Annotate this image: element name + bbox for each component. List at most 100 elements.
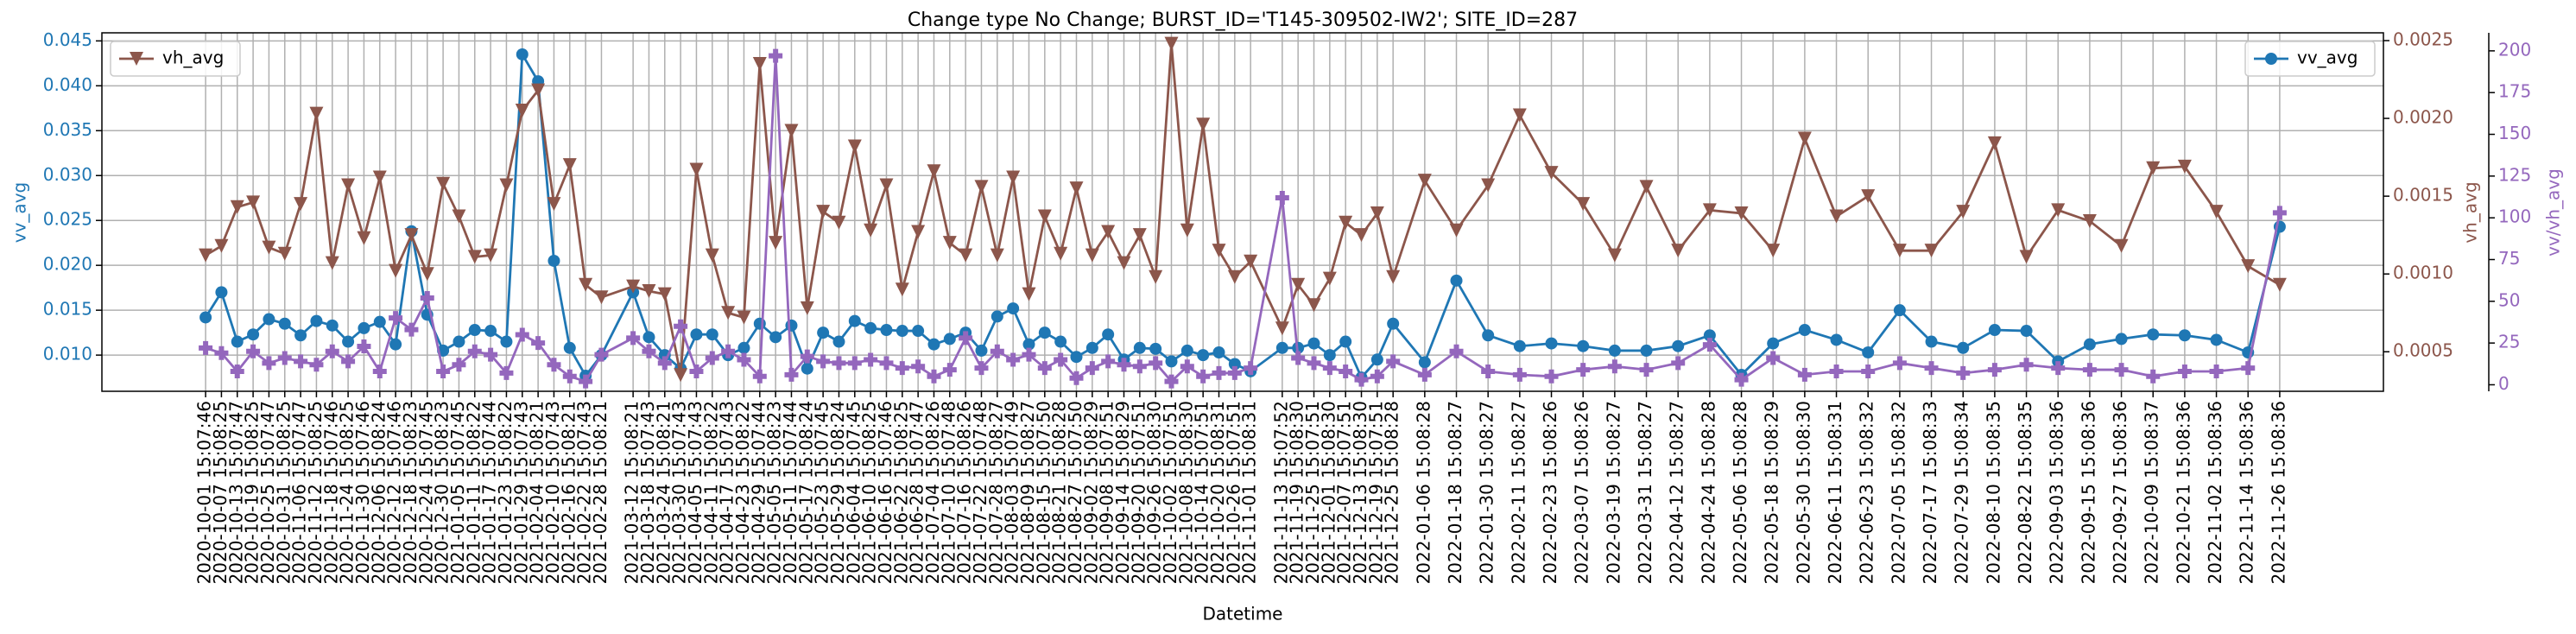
point bbox=[1370, 206, 1384, 220]
x-tick-label: 2021-10-02 15:07:51 bbox=[1160, 401, 1180, 584]
y2-tick-label: 0.0025 bbox=[2393, 29, 2453, 50]
point bbox=[1607, 248, 1622, 263]
x-tick-label: 2020-12-24 15:07:45 bbox=[415, 401, 436, 584]
x-tick-label: 2020-11-12 15:08:25 bbox=[305, 401, 326, 584]
legend-label: vh_avg bbox=[162, 48, 224, 68]
point bbox=[1133, 341, 1146, 354]
point bbox=[1180, 359, 1194, 374]
x-tick-label: 2021-01-17 15:07:44 bbox=[479, 401, 500, 584]
point bbox=[579, 374, 593, 389]
point bbox=[1798, 324, 1811, 337]
point bbox=[547, 254, 560, 267]
x-tick-label: 2021-04-05 15:07:43 bbox=[685, 401, 706, 584]
x-tick-label: 2021-12-07 15:07:51 bbox=[1334, 401, 1355, 584]
x-tick-label: 2021-12-01 15:08:30 bbox=[1318, 401, 1339, 584]
x-tick-label: 2021-05-23 15:07:45 bbox=[812, 401, 832, 584]
point bbox=[1227, 365, 1242, 380]
point bbox=[452, 209, 466, 224]
point bbox=[1893, 304, 1906, 317]
point bbox=[657, 356, 672, 371]
point bbox=[1149, 342, 1162, 355]
x-tick-label: 2020-10-01 15:07:46 bbox=[194, 401, 215, 584]
legend: vh_avg bbox=[110, 41, 241, 77]
point bbox=[974, 180, 989, 194]
point bbox=[626, 331, 641, 346]
x-tick-label: 2021-04-29 15:07:44 bbox=[748, 401, 769, 584]
point bbox=[1577, 339, 1590, 352]
point bbox=[1544, 369, 1559, 384]
point bbox=[1054, 335, 1067, 348]
point bbox=[1132, 228, 1147, 243]
x-tick-label: 2021-07-28 15:08:27 bbox=[985, 401, 1006, 584]
x-tick-label: 2022-08-10 15:08:35 bbox=[1983, 401, 2003, 584]
x-tick-label: 2021-01-29 15:07:43 bbox=[510, 401, 531, 584]
x-tick-label: 2021-09-02 15:08:29 bbox=[1080, 401, 1101, 584]
point bbox=[1085, 341, 1098, 354]
point bbox=[579, 277, 593, 292]
point bbox=[657, 287, 672, 301]
point bbox=[309, 106, 324, 121]
x-tick-label: 2021-04-23 15:08:22 bbox=[732, 401, 753, 584]
point bbox=[975, 344, 988, 357]
point bbox=[1322, 361, 1337, 376]
point bbox=[848, 314, 861, 327]
point bbox=[1022, 338, 1035, 351]
y3-tick-label: 125 bbox=[2498, 164, 2531, 185]
y3-tick-label: 150 bbox=[2498, 123, 2531, 143]
point bbox=[325, 256, 339, 270]
x-tick-label: 2021-03-12 15:08:21 bbox=[622, 401, 642, 584]
point bbox=[1797, 367, 1812, 382]
x-tick-label: 2021-04-11 15:08:22 bbox=[700, 401, 721, 584]
point bbox=[214, 346, 229, 360]
point bbox=[1956, 205, 1971, 219]
point bbox=[484, 347, 498, 362]
point bbox=[1022, 287, 1036, 301]
point bbox=[1339, 364, 1353, 378]
point bbox=[626, 279, 641, 294]
x-tick-label: 2022-07-05 15:08:32 bbox=[1888, 401, 1908, 584]
point bbox=[769, 48, 783, 63]
point bbox=[832, 356, 846, 371]
point bbox=[1054, 246, 1068, 261]
point bbox=[1417, 174, 1432, 188]
point bbox=[816, 205, 831, 219]
point bbox=[453, 335, 465, 348]
point bbox=[1892, 356, 1907, 371]
point bbox=[294, 197, 308, 212]
x-tick-label: 2021-06-16 15:07:46 bbox=[875, 401, 896, 584]
point bbox=[1069, 181, 1084, 196]
point bbox=[500, 335, 513, 348]
point bbox=[1544, 166, 1559, 181]
point bbox=[1830, 333, 1843, 346]
point bbox=[309, 358, 324, 372]
point bbox=[911, 225, 926, 239]
x-tick-label: 2020-10-07 15:08:25 bbox=[210, 401, 231, 584]
point bbox=[1370, 353, 1383, 366]
point bbox=[2177, 364, 2192, 378]
point bbox=[2051, 203, 2066, 218]
point bbox=[1180, 223, 1194, 238]
y3-axis-label: vv/vh_avg bbox=[2543, 168, 2564, 257]
point bbox=[468, 324, 481, 337]
point bbox=[2146, 161, 2161, 175]
x-tick-label: 2020-10-19 15:08:25 bbox=[242, 401, 263, 584]
point bbox=[420, 290, 434, 305]
point bbox=[895, 282, 909, 297]
point bbox=[325, 344, 339, 358]
point bbox=[1339, 335, 1352, 348]
x-tick-label: 2021-02-16 15:08:21 bbox=[558, 401, 579, 584]
point bbox=[436, 364, 451, 378]
point bbox=[2114, 363, 2129, 377]
point bbox=[1149, 356, 1163, 371]
point bbox=[1212, 244, 1226, 258]
point bbox=[1037, 361, 1052, 376]
x-tick-label: 2021-09-14 15:08:29 bbox=[1112, 401, 1133, 584]
point bbox=[1387, 317, 1400, 330]
point bbox=[705, 248, 719, 263]
x-tick-label: 2021-03-24 15:08:21 bbox=[653, 401, 674, 584]
point bbox=[357, 339, 371, 354]
point bbox=[690, 328, 703, 341]
point bbox=[1512, 367, 1527, 382]
point bbox=[1164, 374, 1179, 389]
point bbox=[1671, 244, 1686, 258]
